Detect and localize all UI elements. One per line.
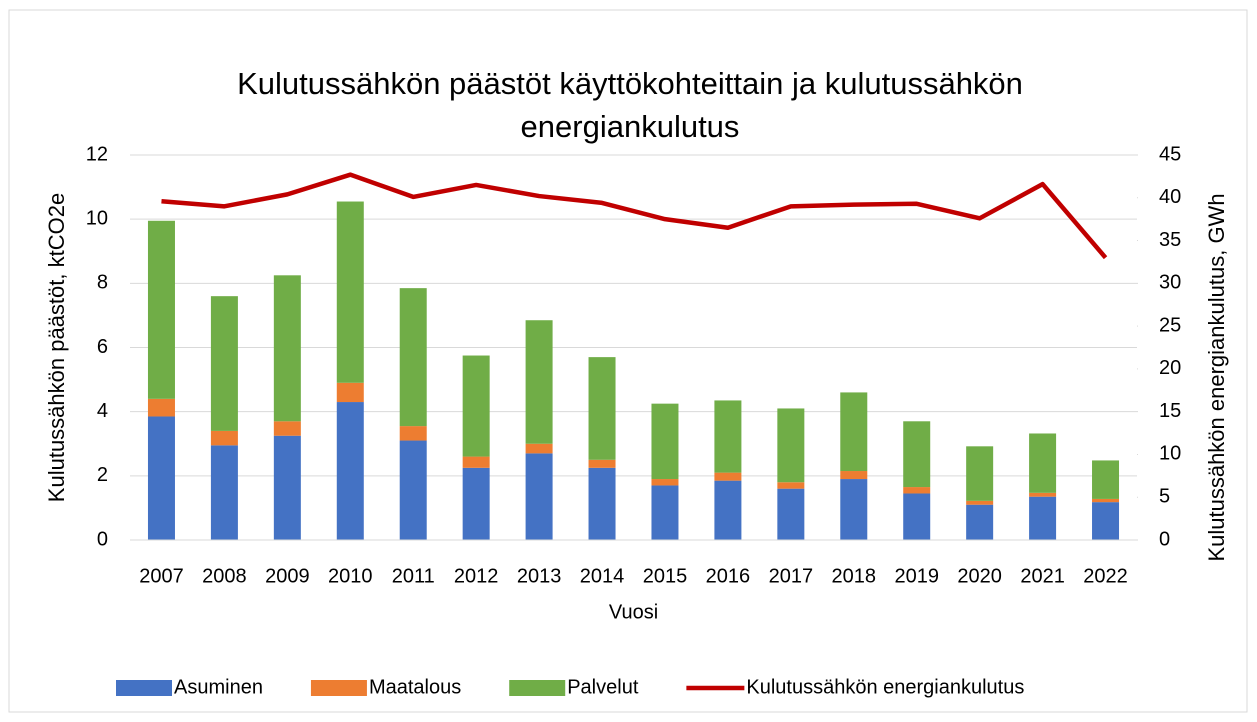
legend-label: Palvelut [567, 676, 639, 698]
x-tick-label: 2022 [1083, 565, 1128, 587]
x-axis-label: Vuosi [609, 601, 658, 623]
bar-segment [147, 416, 175, 540]
x-tick-label: 2010 [328, 565, 373, 587]
legend-label: Asuminen [174, 676, 263, 698]
bar-segment [714, 400, 742, 473]
y2-tick-label: 25 [1159, 314, 1181, 336]
legend-swatch [310, 680, 367, 696]
y2-tick-label: 20 [1159, 357, 1181, 379]
bar-segment [462, 355, 490, 457]
bar-segment [210, 430, 238, 446]
bar-segment [588, 467, 616, 540]
x-tick-label: 2014 [580, 565, 625, 587]
bar-segment [966, 500, 994, 505]
bar-segment [903, 421, 931, 488]
bar-segment [840, 471, 868, 480]
legend-swatch [116, 680, 172, 696]
bar-segment [462, 456, 490, 468]
bar-segment [777, 408, 805, 483]
bar-segment [1092, 502, 1120, 540]
legend-swatch [509, 680, 566, 696]
bar-segment [1029, 433, 1057, 493]
x-tick-label: 2009 [265, 565, 310, 587]
bar-segment [1029, 496, 1057, 540]
bar-segment [588, 459, 616, 468]
bar-segment [588, 357, 616, 460]
x-tick-label: 2019 [894, 565, 939, 587]
y-tick-label: 6 [97, 336, 108, 358]
bar-segment [399, 288, 427, 427]
legend-label: Kulutussähkön energiankulutus [746, 676, 1024, 698]
bar-segment [1029, 492, 1057, 497]
y2-tick-label: 30 [1159, 272, 1181, 294]
y-tick-label: 12 [86, 143, 108, 165]
y-tick-label: 8 [97, 272, 108, 294]
bar-segment [651, 403, 679, 480]
y-tick-label: 0 [97, 528, 108, 550]
x-tick-label: 2016 [706, 565, 751, 587]
bar-segment [273, 435, 301, 540]
line-series [161, 172, 1108, 260]
bar-segment [210, 445, 238, 540]
bar-segment [966, 504, 994, 540]
bar-segment [273, 275, 301, 422]
y-tick-label: 2 [97, 464, 108, 486]
bar-segment [525, 320, 553, 444]
bar-segment [651, 485, 679, 540]
x-tick-label: 2018 [832, 565, 877, 587]
bar-segment [714, 480, 742, 540]
bar-segment [777, 488, 805, 540]
x-tick-label: 2013 [517, 565, 562, 587]
bar-segment [714, 472, 742, 481]
y2-tick-label: 0 [1159, 528, 1170, 550]
bar-segment [147, 398, 175, 417]
bar-segment [525, 443, 553, 454]
bar-segment [966, 446, 994, 501]
bar-segment [840, 392, 868, 472]
bar-segment [210, 296, 238, 431]
bar-segment [777, 482, 805, 489]
bar-segment [1092, 460, 1120, 499]
x-tick-label: 2021 [1020, 565, 1065, 587]
y2-axis-label: Kulutussähkön energiankulutus, GWh [1204, 193, 1229, 561]
bar-segment [336, 382, 364, 403]
bar-segment [903, 487, 931, 494]
x-tick-label: 2020 [957, 565, 1002, 587]
y2-tick-label: 15 [1159, 400, 1181, 422]
y-tick-label: 10 [86, 207, 108, 229]
bar-segment [273, 421, 301, 436]
bar-segment [525, 453, 553, 540]
y2-tick-label: 45 [1159, 143, 1181, 165]
bar-segment [336, 201, 364, 383]
bar-segment [1092, 498, 1120, 503]
bar-segment [462, 467, 490, 540]
bar-segment [651, 479, 679, 486]
x-tick-label: 2011 [392, 565, 435, 587]
y2-tick-label: 40 [1159, 186, 1181, 208]
bar-segment [336, 402, 364, 540]
legend-label: Maatalous [369, 676, 461, 698]
x-tick-label: 2015 [643, 565, 688, 587]
y2-tick-label: 35 [1159, 229, 1181, 251]
bar-segment [840, 479, 868, 540]
x-tick-label: 2008 [202, 565, 247, 587]
y2-tick-label: 5 [1159, 486, 1170, 508]
bar-segment [903, 493, 931, 540]
bar-segment [399, 426, 427, 441]
x-tick-label: 2012 [454, 565, 499, 587]
y2-tick-label: 10 [1159, 443, 1181, 465]
x-tick-label: 2017 [769, 565, 814, 587]
bar-segment [399, 440, 427, 540]
y-axis-label: Kulutussähkön päästöt, ktCO2e [44, 193, 69, 502]
chart-title: Kulutussähkön päästöt käyttökohteittain … [237, 66, 1023, 144]
x-tick-label: 2007 [139, 565, 184, 587]
bar-segment [147, 220, 175, 399]
y-tick-label: 4 [97, 400, 108, 422]
